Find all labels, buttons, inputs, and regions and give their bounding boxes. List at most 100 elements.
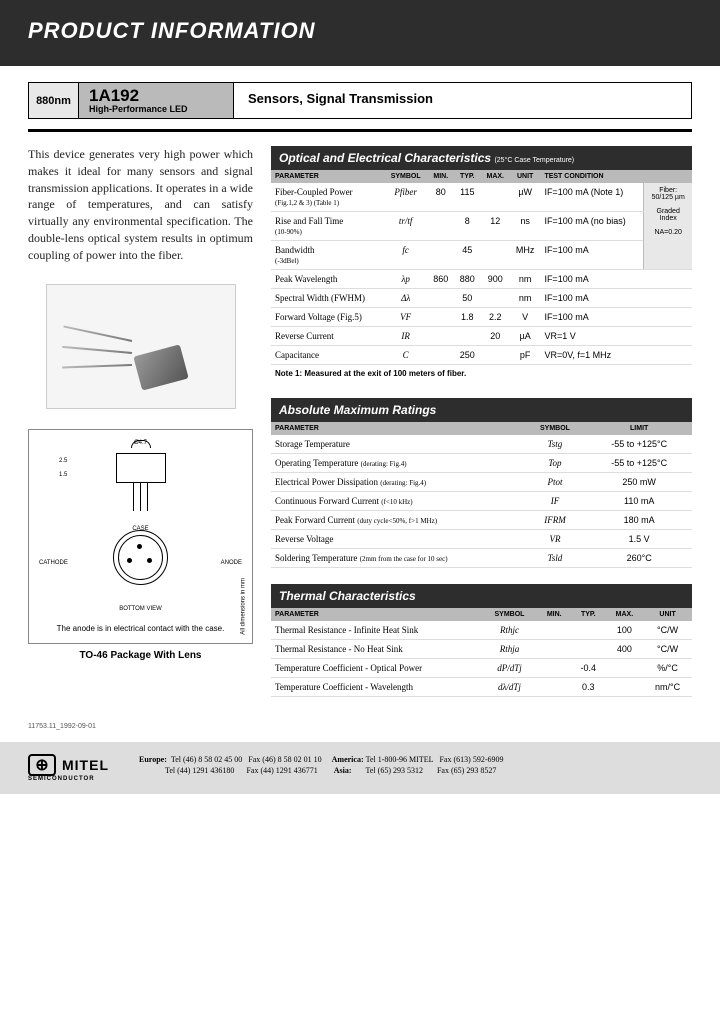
param-cell: Continuous Forward Current (f<10 kHz) [271, 492, 524, 511]
cond-cell: IF=100 mA [540, 289, 643, 308]
max-cell: 20 [481, 327, 510, 346]
cond-cell: IF=100 mA [540, 241, 643, 270]
max-cell: 900 [481, 270, 510, 289]
table-row: Reverse Voltage VR 1.5 V [271, 530, 692, 549]
min-cell: 80 [428, 183, 455, 212]
contact-fax: Fax (44) 1291 436771 [246, 766, 317, 775]
table-row: Thermal Resistance - No Heat Sink Rthja … [271, 640, 692, 659]
col-header: TYP. [454, 170, 481, 183]
max-cell [606, 659, 644, 678]
cond-cell: IF=100 mA (Note 1) [540, 183, 643, 212]
unit-cell: nm [510, 270, 541, 289]
typ-cell: 50 [454, 289, 481, 308]
contact-tel: Tel (44) 1291 436180 [165, 766, 234, 775]
table-row: Spectral Width (FWHM) Δλ 50 nm IF=100 mA [271, 289, 692, 308]
package-diagram: Ø4.7 2.5 1.5 CASE [28, 429, 253, 644]
limit-cell: -55 to +125°C [586, 454, 692, 473]
unit-cell: ns [510, 212, 541, 241]
limit-cell: 250 mW [586, 473, 692, 492]
table-title: Optical and Electrical Characteristics (… [271, 146, 692, 170]
company-subtitle: SEMICONDUCTOR [28, 776, 109, 782]
contact-tel: Tel (46) 8 58 02 45 00 [171, 755, 242, 764]
left-column: This device generates very high power wh… [28, 146, 253, 713]
contact-tel: Tel 1-800-96 MITEL [366, 755, 434, 764]
table-header-row: PARAMETER SYMBOL MIN. TYP. MAX. UNIT TES… [271, 170, 692, 183]
photo-led-body [133, 344, 188, 390]
right-column: Optical and Electrical Characteristics (… [271, 146, 692, 713]
param-cell: Capacitance [271, 346, 384, 365]
table-row: Temperature Coefficient - Wavelength dλ/… [271, 678, 692, 697]
typ-cell: 1.8 [454, 308, 481, 327]
col-header: MIN. [537, 608, 571, 621]
unit-cell: µW [510, 183, 541, 212]
param-cell: Soldering Temperature (2mm from the case… [271, 549, 524, 568]
header-bar: PRODUCT INFORMATION [0, 0, 720, 66]
region-label: Asia: [334, 766, 352, 775]
table-row: Rise and Fall Time(10-90%) tr/tf 8 12 ns… [271, 212, 692, 241]
contact-fax: Fax (46) 8 58 02 01 10 [248, 755, 321, 764]
diagram-side-view: Ø4.7 2.5 1.5 [39, 440, 242, 520]
contact-block: Europe: Tel (46) 8 58 02 45 00 Fax (46) … [139, 754, 503, 776]
typ-cell: 8 [454, 212, 481, 241]
description-text: This device generates very high power wh… [28, 146, 253, 264]
empty-cell [644, 289, 692, 308]
limit-cell: 260°C [586, 549, 692, 568]
table-row: Operating Temperature (derating: Fig.4) … [271, 454, 692, 473]
symbol-cell: Ptot [524, 473, 587, 492]
product-code: 1A192 [89, 87, 223, 104]
cond-cell: IF=100 mA [540, 270, 643, 289]
symbol-cell: fc [384, 241, 428, 270]
symbol-cell: IFRM [524, 511, 587, 530]
param-cell: Storage Temperature [271, 435, 524, 454]
param-cell: Peak Forward Current (duty cycle<50%, f>… [271, 511, 524, 530]
typ-cell: 0.3 [571, 678, 606, 697]
min-cell [428, 308, 455, 327]
table-row: Continuous Forward Current (f<10 kHz) IF… [271, 492, 692, 511]
table-title-suffix: (25°C Case Temperature) [494, 157, 574, 164]
dim-unit-label: All dimensions in mm [241, 578, 247, 635]
min-cell [428, 346, 455, 365]
dia-circle [113, 530, 168, 585]
symbol-cell: Rthjc [482, 621, 538, 640]
typ-cell: 250 [454, 346, 481, 365]
col-header: MAX. [606, 608, 644, 621]
min-cell [537, 621, 571, 640]
table-row: Forward Voltage (Fig.5) VF 1.8 2.2 V IF=… [271, 308, 692, 327]
logo-icon: ⊕ [28, 754, 56, 776]
min-cell: 860 [428, 270, 455, 289]
absolute-max-table: Absolute Maximum Ratings PARAMETER SYMBO… [271, 398, 692, 568]
unit-cell: %/°C [643, 659, 692, 678]
dia-circle-inner [118, 535, 163, 580]
table-row: Capacitance C 250 pF VR=0V, f=1 MHz [271, 346, 692, 365]
table-header-row: PARAMETER SYMBOL MIN. TYP. MAX. UNIT [271, 608, 692, 621]
unit-cell: MHz [510, 241, 541, 270]
contact-fax: Fax (65) 293 8527 [437, 766, 496, 775]
col-header: UNIT [510, 170, 541, 183]
anode-label: ANODE [221, 560, 242, 566]
param-cell: Temperature Coefficient - Wavelength [271, 678, 482, 697]
symbol-cell: Tstg [524, 435, 587, 454]
param-cell: Temperature Coefficient - Optical Power [271, 659, 482, 678]
symbol-cell: Pfiber [384, 183, 428, 212]
empty-cell [644, 270, 692, 289]
symbol-cell: C [384, 346, 428, 365]
unit-cell: V [510, 308, 541, 327]
table-row: Peak Wavelength λp 860 880 900 nm IF=100… [271, 270, 692, 289]
typ-cell: 880 [454, 270, 481, 289]
dim-label: 1.5 [59, 472, 67, 478]
min-cell [537, 678, 571, 697]
dim-label: 2.5 [59, 458, 67, 464]
param-cell: Bandwidth(-3dBel) [271, 241, 384, 270]
typ-cell: 115 [454, 183, 481, 212]
max-cell: 2.2 [481, 308, 510, 327]
table-row: Electrical Power Dissipation (derating: … [271, 473, 692, 492]
col-header: SYMBOL [482, 608, 538, 621]
col-header: PARAMETER [271, 170, 384, 183]
symbol-cell: VR [524, 530, 587, 549]
product-subtitle: High-Performance LED [89, 104, 223, 114]
limit-cell: -55 to +125°C [586, 435, 692, 454]
typ-cell: -0.4 [571, 659, 606, 678]
min-cell [537, 640, 571, 659]
max-cell [606, 678, 644, 697]
table-row: Temperature Coefficient - Optical Power … [271, 659, 692, 678]
